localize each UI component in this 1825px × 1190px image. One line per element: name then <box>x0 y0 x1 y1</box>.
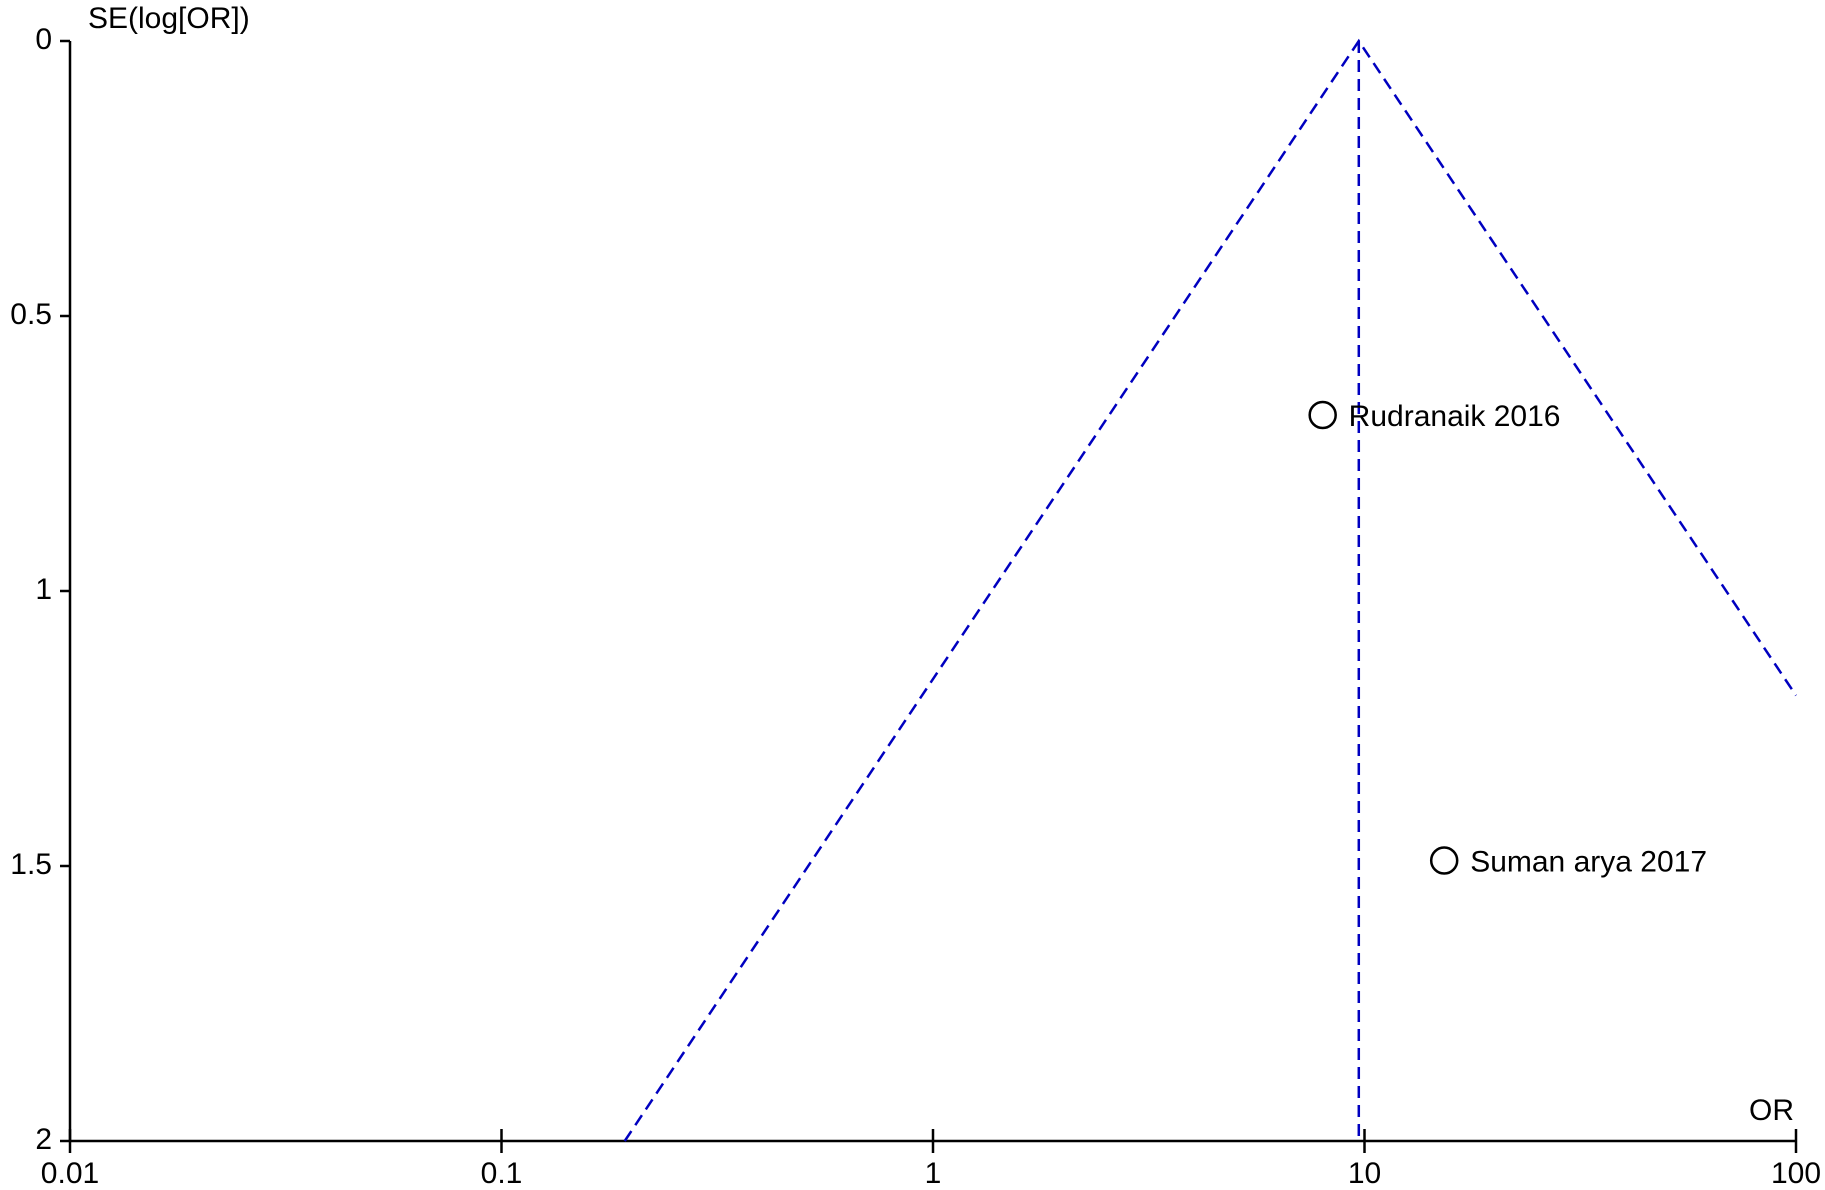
x-tick-label: 0.1 <box>481 1157 523 1190</box>
funnel-line <box>623 38 1798 1142</box>
y-tick-label: 0 <box>35 23 52 56</box>
study-point <box>1308 400 1337 430</box>
x-axis-label: OR <box>1749 1094 1794 1127</box>
study-point <box>1429 846 1459 875</box>
y-tick-label: 1.5 <box>10 848 52 881</box>
y-axis-label: SE(log[OR]) <box>88 2 250 35</box>
study-label: Suman arya 2017 <box>1470 845 1707 878</box>
x-tick-label: 1 <box>925 1157 942 1190</box>
x-tick-label: 0.01 <box>41 1157 99 1190</box>
x-tick-label: 100 <box>1771 1157 1821 1190</box>
y-tick-label: 0.5 <box>10 298 52 331</box>
x-tick-label: 10 <box>1348 1157 1381 1190</box>
y-tick-label: 2 <box>35 1123 52 1156</box>
y-tick-label: 1 <box>35 573 52 606</box>
study-label: Rudranaik 2016 <box>1349 400 1561 433</box>
